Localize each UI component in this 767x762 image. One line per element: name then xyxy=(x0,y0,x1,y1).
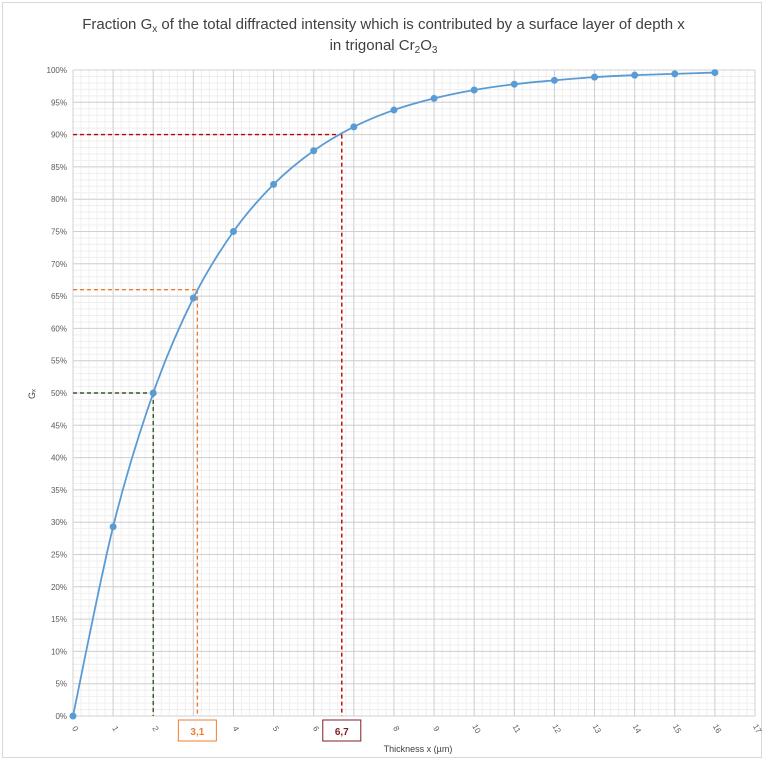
y-tick-label: 45% xyxy=(51,421,67,430)
x-tick-label: 2 xyxy=(150,725,160,734)
data-point xyxy=(310,147,318,155)
x-tick-label: 12 xyxy=(550,723,563,736)
data-point xyxy=(69,712,77,720)
data-point xyxy=(109,523,117,531)
data-point xyxy=(470,86,478,94)
data-point xyxy=(591,73,599,81)
x-tick-label: 4 xyxy=(231,725,241,734)
x-tick-label: 9 xyxy=(431,725,441,734)
data-point xyxy=(149,389,157,397)
x-tick-label: 17 xyxy=(751,723,764,736)
y-tick-label: 5% xyxy=(55,680,67,689)
x-tick-label: 10 xyxy=(470,723,483,736)
data-point xyxy=(270,180,278,188)
y-tick-label: 80% xyxy=(51,195,67,204)
x-tick-label: 5 xyxy=(271,725,281,734)
data-point xyxy=(711,69,719,77)
y-tick-label: 85% xyxy=(51,163,67,172)
y-tick-label: 70% xyxy=(51,260,67,269)
y-axis-tick-labels: 0% 5% 10% 15% 20% 25% 30% 35% 40% 45% 50% 55% 60% 65%… xyxy=(47,66,67,721)
major-gridlines xyxy=(72,69,756,717)
data-point xyxy=(550,76,558,84)
data-series xyxy=(69,69,719,720)
x-tick-label: 15 xyxy=(671,723,684,736)
data-point xyxy=(671,70,679,78)
y-tick-label: 10% xyxy=(51,647,67,656)
y-axis-title: Gₓ xyxy=(27,389,37,399)
y-tick-label: 60% xyxy=(51,324,67,333)
y-tick-label: 100% xyxy=(47,66,67,75)
y-tick-label: 0% xyxy=(55,712,67,721)
chart-title-line-1: Fraction Gx of the total diffracted inte… xyxy=(82,16,685,35)
y-tick-label: 95% xyxy=(51,98,67,107)
x-axis-tick-labels: 01234567891011121314151617 xyxy=(70,723,763,736)
callout-box xyxy=(322,719,362,742)
data-point xyxy=(631,71,639,79)
y-tick-label: 20% xyxy=(51,583,67,592)
data-point xyxy=(390,106,398,114)
x-tick-label: 6 xyxy=(311,725,321,734)
y-tick-label: 15% xyxy=(51,615,67,624)
data-point xyxy=(430,94,438,102)
y-tick-label: 55% xyxy=(51,357,67,366)
x-tick-label: 8 xyxy=(391,725,401,734)
data-point xyxy=(350,123,358,131)
y-tick-label: 50% xyxy=(51,389,67,398)
x-tick-label: 1 xyxy=(110,725,120,734)
y-tick-label: 90% xyxy=(51,131,67,140)
callout-label: 3,1 xyxy=(190,727,204,738)
callout-labels: 3,1 6,7 xyxy=(177,719,362,742)
x-axis-title: Thickness x (µm) xyxy=(384,744,453,754)
data-point xyxy=(229,228,237,235)
callout-box xyxy=(177,719,217,742)
x-tick-label: 11 xyxy=(510,723,522,735)
x-tick-label: 14 xyxy=(631,723,644,736)
data-point xyxy=(189,294,197,302)
y-tick-label: 30% xyxy=(51,518,67,527)
callout-label: 6,7 xyxy=(335,727,349,738)
y-tick-label: 35% xyxy=(51,486,67,495)
x-tick-label: 16 xyxy=(711,723,724,736)
x-tick-label: 13 xyxy=(591,723,604,736)
x-tick-label: 0 xyxy=(70,725,80,734)
data-point xyxy=(510,80,518,88)
y-tick-label: 75% xyxy=(51,228,67,237)
chart-title-line-2: in trigonal Cr2O3 xyxy=(329,37,438,56)
y-tick-label: 25% xyxy=(51,551,67,560)
y-tick-label: 65% xyxy=(51,292,67,301)
y-tick-label: 40% xyxy=(51,454,67,463)
reference-lines xyxy=(73,133,343,716)
